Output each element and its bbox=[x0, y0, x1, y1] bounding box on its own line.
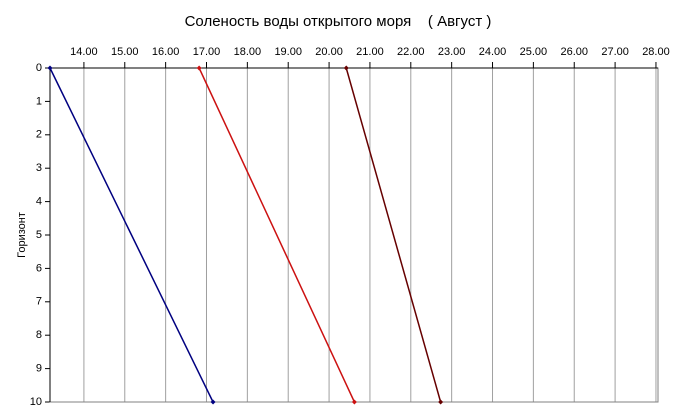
point-marker bbox=[438, 399, 444, 405]
x-tick-label: 23.00 bbox=[438, 46, 466, 58]
series-line bbox=[49, 67, 214, 403]
plot-border bbox=[49, 67, 659, 403]
series-line bbox=[198, 67, 356, 403]
y-tick-label: 4 bbox=[36, 196, 42, 208]
x-tick-label: 21.00 bbox=[356, 46, 384, 58]
y-tick-label: 0 bbox=[36, 62, 42, 74]
point-marker bbox=[47, 65, 53, 71]
x-tick-label: 16.00 bbox=[152, 46, 180, 58]
y-tick-label: 9 bbox=[36, 363, 42, 375]
point-marker bbox=[196, 65, 202, 71]
y-tick-label: 7 bbox=[36, 296, 42, 308]
x-tick-label: 28.00 bbox=[642, 46, 670, 58]
point-marker bbox=[351, 399, 357, 405]
y-tick-label: 10 bbox=[30, 396, 42, 408]
x-tick-label: 27.00 bbox=[601, 46, 629, 58]
x-tick-label: 22.00 bbox=[397, 46, 425, 58]
y-tick-label: 8 bbox=[36, 329, 42, 341]
x-tick-label: 25.00 bbox=[520, 46, 548, 58]
y-axis-label: Горизонт bbox=[16, 212, 28, 258]
y-tick-label: 1 bbox=[36, 95, 42, 107]
point-marker bbox=[343, 65, 349, 71]
x-tick-label: 26.00 bbox=[560, 46, 588, 58]
x-tick-label: 18.00 bbox=[234, 46, 262, 58]
y-tick-label: 2 bbox=[36, 129, 42, 141]
x-tick-label: 17.00 bbox=[193, 46, 221, 58]
chart-title: Соленость воды открытого моря ( Август ) bbox=[185, 13, 492, 30]
x-tick-label: 20.00 bbox=[315, 46, 343, 58]
x-tick-label: 24.00 bbox=[479, 46, 507, 58]
x-tick-label: 19.00 bbox=[274, 46, 302, 58]
x-tick-label: 14.00 bbox=[70, 46, 98, 58]
y-tick-label: 6 bbox=[36, 262, 42, 274]
y-tick-label: 5 bbox=[36, 229, 42, 241]
point-marker bbox=[210, 399, 216, 405]
x-tick-label: 15.00 bbox=[111, 46, 139, 58]
series-line bbox=[345, 67, 442, 403]
y-tick-label: 3 bbox=[36, 162, 42, 174]
